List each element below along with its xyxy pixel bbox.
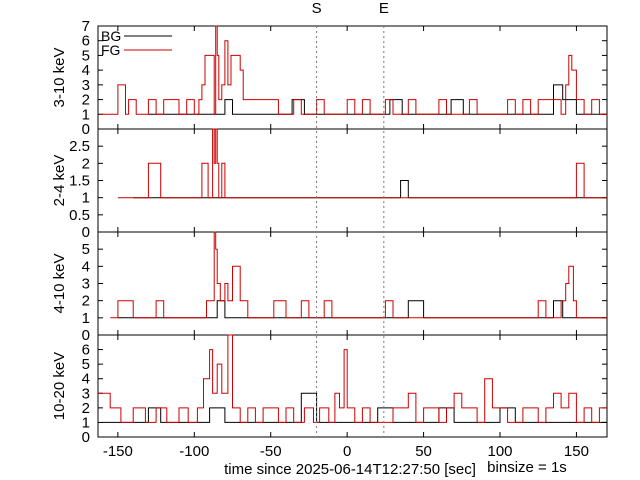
y-tick-label: 5 [82, 47, 90, 64]
x-tick-label: 50 [415, 443, 432, 460]
legend-label: BG [101, 28, 121, 44]
x-tick-label: -100 [179, 443, 209, 460]
y-tick-label: 2 [82, 400, 90, 417]
panel-frame [97, 334, 608, 438]
y-tick-label: 3 [82, 77, 90, 94]
x-tick-label: -150 [103, 443, 133, 460]
y-tick-label: 5 [82, 241, 90, 258]
y-axis-label: 10-20 keV [51, 352, 68, 420]
y-axis-label: 4-10 keV [51, 253, 68, 313]
y-tick-label: 0 [82, 327, 90, 344]
y-tick-label: 0 [82, 121, 90, 138]
x-tick-label: 150 [564, 443, 589, 460]
series-fg [99, 25, 607, 115]
x-tick-label: -50 [260, 443, 282, 460]
y-tick-label: 4 [82, 258, 90, 275]
y-tick-label: 6 [82, 342, 90, 359]
series-bg [117, 300, 607, 319]
y-tick-label: 0 [82, 429, 90, 446]
marker-label: E [379, 0, 389, 17]
legend-label: FG [101, 42, 120, 58]
y-tick-label: 5 [82, 356, 90, 373]
series-fg [98, 334, 607, 423]
y-axis-label: 3-10 keV [51, 47, 68, 107]
series-bg [133, 180, 607, 199]
y-tick-label: 4 [82, 62, 90, 79]
y-tick-label: 3 [82, 385, 90, 402]
y-tick-label: 0 [82, 224, 90, 241]
series-fg [110, 231, 607, 319]
y-tick-label: 1 [82, 106, 90, 123]
y-tick-label: 1.5 [69, 173, 90, 190]
x-axis: -150 -100 -50 0 50 100 150 [103, 443, 589, 460]
y-tick-label: 2.5 [69, 138, 90, 155]
y-tick-label: 7 [82, 18, 90, 35]
y-tick-label: 4 [82, 371, 90, 388]
panel-2: 00.511.522.52-4 keV [51, 128, 608, 241]
binsize-note: binsize = 1s [487, 459, 567, 476]
y-tick-label: 1 [82, 190, 90, 207]
y-tick-label: 0.5 [69, 207, 90, 224]
y-tick-label: 3 [82, 276, 90, 293]
x-tick-label: 0 [343, 443, 351, 460]
y-tick-label: 2 [82, 293, 90, 310]
series-bg [148, 84, 607, 115]
marker-label: S [312, 0, 322, 17]
y-tick-label: 2 [82, 92, 90, 109]
y-tick-label: 6 [82, 33, 90, 50]
y-tick-label: 1 [82, 414, 90, 431]
y-tick-label: 1 [82, 310, 90, 327]
x-tick-label: 100 [487, 443, 512, 460]
x-axis-label: time since 2025-06-14T12:27:50 [sec] [224, 461, 476, 478]
panel-frame [97, 128, 608, 233]
panel-frame [97, 231, 608, 336]
y-tick-label: 2 [82, 155, 90, 172]
y-axis-label: 2-4 keV [51, 155, 68, 207]
series-fg [117, 128, 607, 199]
